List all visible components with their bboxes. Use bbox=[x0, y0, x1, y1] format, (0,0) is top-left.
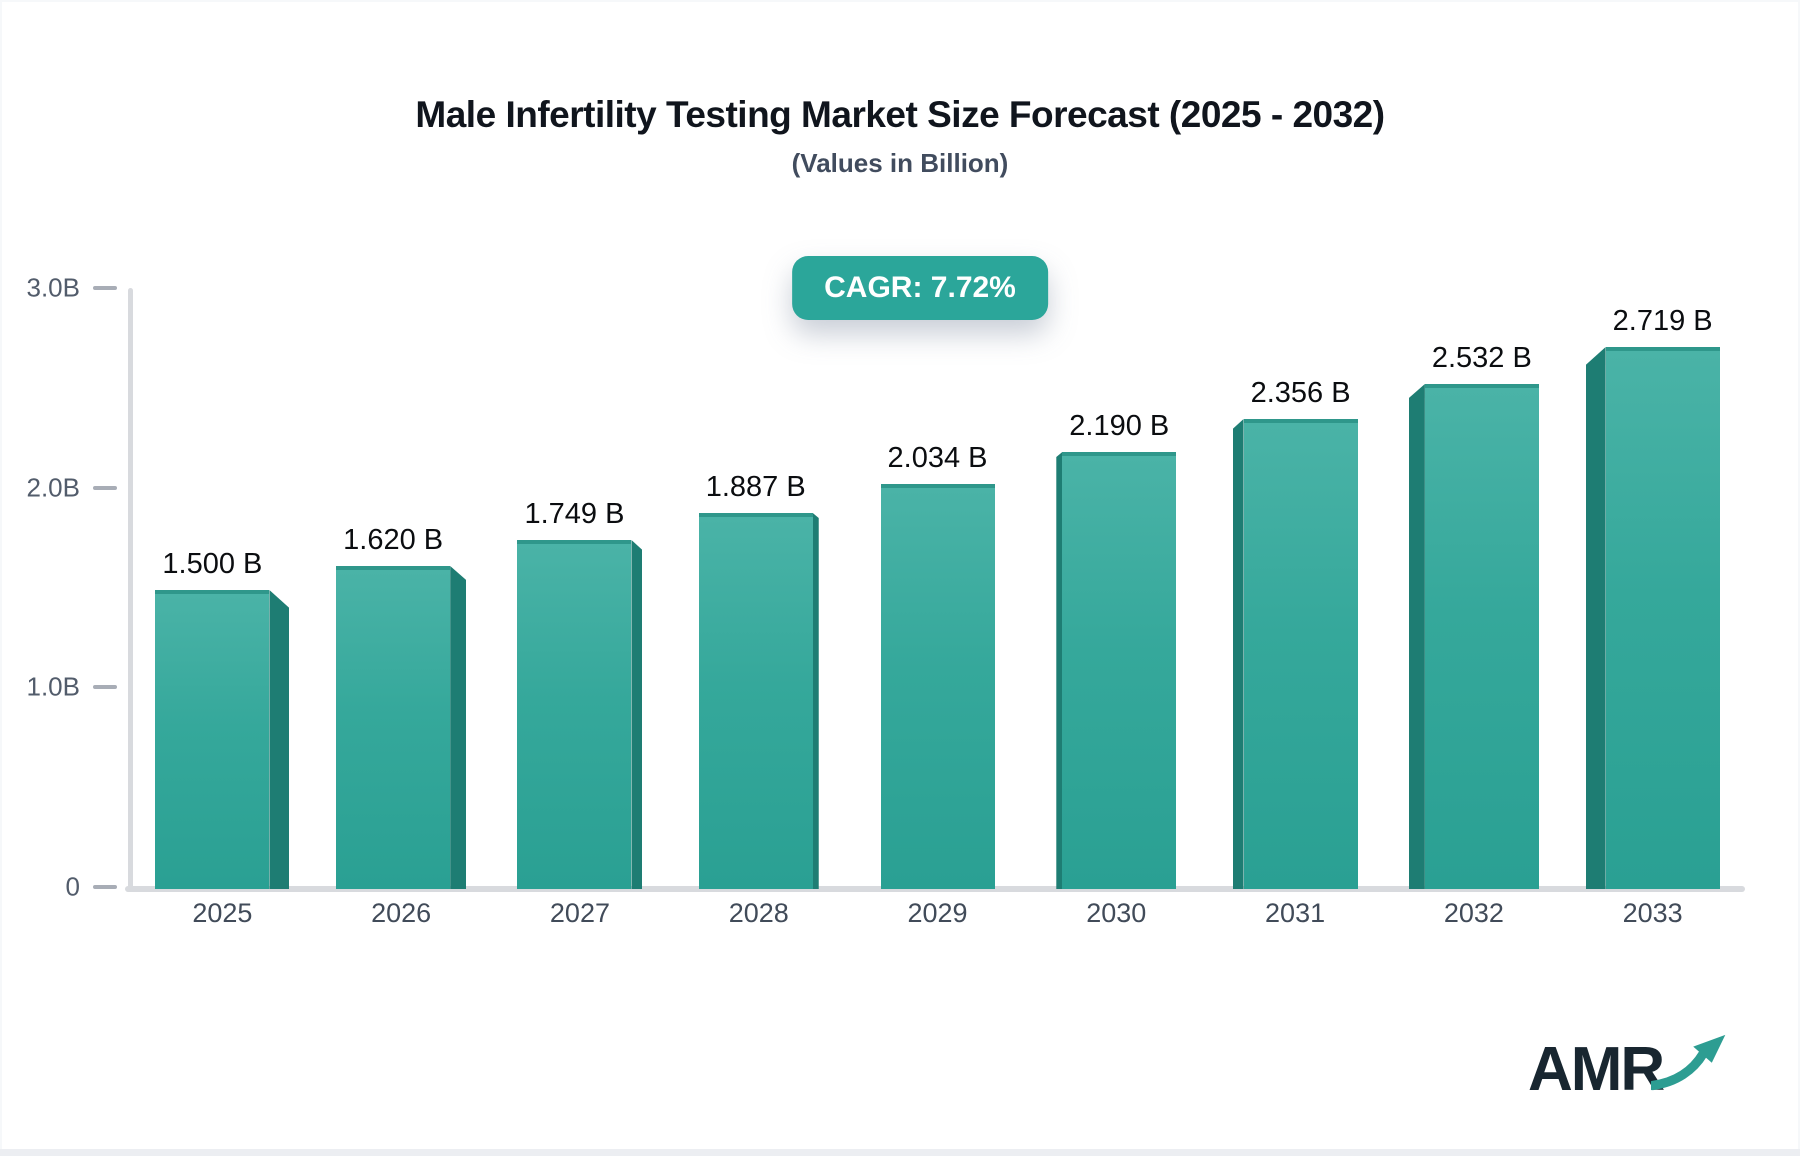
bar-side-2031 bbox=[1232, 419, 1244, 889]
bar-face-2026[interactable] bbox=[336, 566, 451, 889]
chart-subtitle: (Values in Billion) bbox=[791, 148, 1009, 178]
bar-2033[interactable]: 2.719 B bbox=[1585, 305, 1720, 889]
bar-slot-2028: 1.887 B bbox=[669, 291, 848, 889]
y-tick-mark bbox=[93, 485, 117, 490]
bar-slot-2032: 2.532 B bbox=[1384, 291, 1563, 889]
bar-value-label-2031: 2.356 B bbox=[1250, 377, 1351, 409]
bar-value-label-2027: 1.749 B bbox=[524, 498, 625, 530]
bar-slot-2025: 1.500 B bbox=[133, 291, 312, 889]
bar-side-2032 bbox=[1408, 384, 1425, 889]
bar-face-2032[interactable] bbox=[1424, 384, 1539, 889]
bar-2026[interactable]: 1.620 B bbox=[336, 524, 467, 889]
x-axis-label-2031: 2031 bbox=[1265, 898, 1326, 928]
cagr-badge: CAGR: 7.72% bbox=[792, 256, 1048, 320]
bar-slot-2030: 2.190 B bbox=[1027, 291, 1206, 889]
y-tick-mark bbox=[93, 685, 117, 690]
bar-slot-2031: 2.356 B bbox=[1206, 291, 1385, 889]
y-tick-label-2.0B: 2.0B bbox=[26, 472, 81, 503]
bar-2030[interactable]: 2.190 B bbox=[1056, 410, 1177, 889]
bar-side-2025 bbox=[269, 590, 290, 889]
x-axis-labels: 2025 2026 2027 2028 2029 2030 2031 2032 2033 bbox=[133, 898, 1742, 929]
y-tick-mark bbox=[93, 885, 117, 889]
x-axis-label-2025: 2025 bbox=[192, 898, 253, 928]
bar-2032[interactable]: 2.532 B bbox=[1408, 342, 1539, 889]
bar-value-label-2030: 2.190 B bbox=[1069, 410, 1170, 442]
y-tick-label-1.0B: 1.0B bbox=[26, 671, 81, 702]
x-axis-label-2032: 2032 bbox=[1443, 898, 1504, 928]
bar-2029[interactable]: 2.034 B bbox=[880, 442, 995, 889]
bar-side-2030 bbox=[1056, 452, 1063, 889]
bar-face-2031[interactable] bbox=[1243, 419, 1358, 889]
x-axis-label-2033: 2033 bbox=[1622, 898, 1683, 928]
brand-logo-text: AMR bbox=[1528, 1035, 1665, 1104]
y-tick-label-0: 0 bbox=[65, 871, 80, 902]
bar-slot-2033: 2.719 B bbox=[1563, 291, 1742, 889]
bar-value-label-2025: 1.500 B bbox=[162, 548, 263, 580]
bar-face-2029[interactable] bbox=[880, 484, 995, 889]
bar-2028[interactable]: 1.887 B bbox=[698, 471, 819, 889]
bar-face-2025[interactable] bbox=[155, 590, 270, 889]
y-tick-mark bbox=[93, 286, 117, 290]
x-axis-label-2030: 2030 bbox=[1086, 898, 1147, 928]
x-axis-label-2027: 2027 bbox=[549, 898, 610, 928]
bar-2027[interactable]: 1.749 B bbox=[517, 498, 643, 889]
brand-logo: AMR bbox=[1528, 1030, 1727, 1101]
bar-2031[interactable]: 2.356 B bbox=[1232, 377, 1358, 889]
bottom-edge-strip bbox=[0, 1149, 1800, 1156]
bar-face-2027[interactable] bbox=[517, 540, 632, 889]
chart-title: Male Infertility Testing Market Size For… bbox=[415, 94, 1385, 135]
bar-slot-2029: 2.034 B bbox=[848, 291, 1027, 889]
bar-slot-2026: 1.620 B bbox=[312, 291, 491, 889]
y-tick-label-3.0B: 3.0B bbox=[26, 272, 81, 303]
x-axis-line bbox=[125, 886, 1745, 892]
bar-value-label-2033: 2.719 B bbox=[1612, 305, 1713, 337]
trend-up-arrow-icon bbox=[1648, 1030, 1727, 1097]
bar-2025[interactable]: 1.500 B bbox=[155, 548, 290, 889]
bars-area: 1.500 B 1.620 B 1.749 B 1.887 B 2.034 B 2.190… bbox=[133, 291, 1742, 889]
bar-side-2027 bbox=[631, 540, 643, 889]
bar-side-2028 bbox=[812, 513, 819, 889]
bar-value-label-2028: 1.887 B bbox=[705, 471, 806, 503]
x-axis-label-2028: 2028 bbox=[728, 898, 789, 928]
bar-value-label-2029: 2.034 B bbox=[887, 442, 988, 474]
bar-value-label-2032: 2.532 B bbox=[1431, 342, 1532, 374]
bar-face-2030[interactable] bbox=[1062, 452, 1177, 889]
bar-value-label-2026: 1.620 B bbox=[343, 524, 444, 556]
bar-side-2033 bbox=[1585, 347, 1606, 889]
bar-face-2028[interactable] bbox=[698, 513, 813, 889]
bar-face-2033[interactable] bbox=[1605, 347, 1720, 889]
bar-side-2026 bbox=[450, 566, 467, 889]
x-axis-label-2026: 2026 bbox=[371, 898, 432, 928]
bar-slot-2027: 1.749 B bbox=[491, 291, 670, 889]
y-axis-line bbox=[128, 288, 133, 889]
x-axis-label-2029: 2029 bbox=[907, 898, 968, 928]
